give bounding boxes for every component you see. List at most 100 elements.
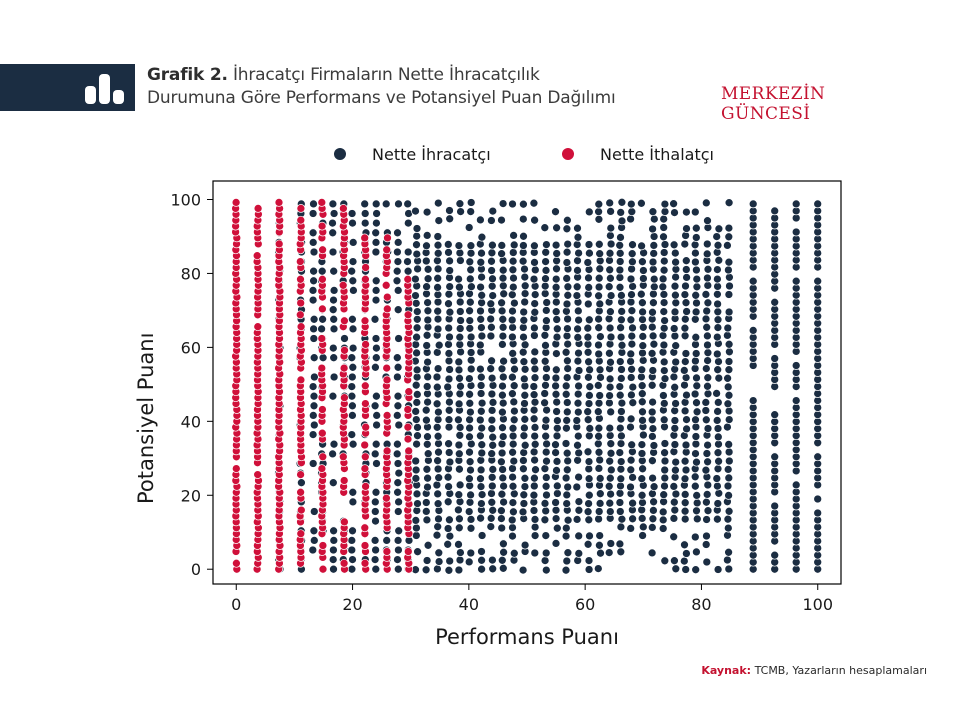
exporter-point — [371, 334, 381, 343]
exporter-point — [423, 449, 433, 459]
exporter-point — [445, 457, 455, 467]
exporter-point — [475, 415, 485, 425]
exporter-point — [647, 523, 657, 532]
exporter-point — [770, 354, 780, 363]
exporter-point — [659, 490, 669, 500]
exporter-point — [508, 523, 517, 532]
exporter-point — [348, 218, 357, 228]
exporter-point — [309, 401, 319, 411]
exporter-point — [488, 465, 498, 474]
exporter-point — [487, 497, 497, 507]
exporter-point — [466, 248, 476, 258]
exporter-point — [318, 353, 328, 363]
exporter-point — [713, 365, 723, 375]
exporter-point — [552, 423, 562, 433]
exporter-point — [393, 228, 402, 238]
exporter-point — [638, 307, 647, 317]
exporter-point — [573, 431, 583, 441]
exporter-point — [486, 331, 496, 341]
exporter-point — [649, 289, 658, 299]
exporter-point — [422, 464, 432, 474]
exporter-point — [714, 224, 724, 234]
exporter-point — [423, 298, 432, 307]
exporter-point — [551, 274, 561, 284]
importer-point — [361, 399, 370, 408]
exporter-point — [563, 482, 573, 492]
exporter-point — [488, 555, 497, 565]
exporter-point — [562, 398, 572, 407]
exporter-point — [465, 297, 475, 307]
exporter-point — [371, 276, 381, 286]
exporter-point — [648, 264, 658, 274]
exporter-point — [703, 331, 712, 341]
exporter-point — [540, 356, 550, 366]
exporter-point — [671, 357, 681, 367]
exporter-point — [617, 407, 626, 416]
exporter-point — [681, 256, 691, 266]
exporter-point — [466, 515, 476, 524]
exporter-point — [433, 248, 443, 258]
exporter-point — [627, 390, 636, 400]
exporter-point — [393, 507, 403, 516]
exporter-point — [541, 341, 550, 350]
importer-point — [318, 564, 328, 574]
exporter-point — [561, 523, 571, 533]
exporter-point — [723, 241, 732, 250]
exporter-point — [639, 274, 648, 283]
exporter-point — [626, 524, 636, 533]
exporter-point — [393, 362, 403, 372]
exporter-point — [530, 515, 540, 524]
exporter-point — [455, 282, 464, 292]
exporter-point — [403, 266, 413, 276]
exporter-point — [606, 239, 616, 249]
exporter-point — [465, 432, 474, 442]
exporter-point — [476, 364, 485, 374]
exporter-point — [347, 372, 357, 382]
exporter-point — [669, 199, 678, 209]
exporter-point — [413, 499, 422, 508]
exporter-point — [372, 343, 381, 353]
exporter-point — [529, 490, 539, 500]
exporter-point — [443, 524, 453, 533]
exporter-point — [519, 357, 529, 367]
exporter-point — [529, 198, 539, 208]
exporter-point — [370, 555, 380, 564]
exporter-point — [412, 249, 422, 259]
exporter-point — [627, 249, 637, 259]
exporter-point — [712, 349, 722, 359]
exporter-point — [466, 381, 476, 390]
exporter-point — [308, 411, 318, 420]
exporter-point — [615, 498, 625, 507]
exporter-point — [606, 307, 615, 317]
exporter-point — [617, 216, 627, 226]
exporter-point — [596, 332, 605, 341]
importer-point — [317, 464, 327, 473]
exporter-point — [660, 481, 669, 491]
exporter-point — [670, 556, 679, 566]
exporter-point — [584, 565, 594, 574]
exporter-point — [348, 362, 358, 372]
exporter-point — [605, 391, 614, 400]
exporter-point — [648, 397, 657, 407]
exporter-point — [466, 198, 476, 207]
exporter-point — [605, 456, 615, 466]
exporter-point — [360, 218, 370, 228]
exporter-point — [647, 415, 657, 425]
exporter-point — [701, 465, 711, 475]
importer-point — [382, 245, 392, 255]
exporter-point — [498, 281, 508, 291]
figure-title: Grafik 2. İhracatçı Firmaların Nette İhr… — [147, 64, 707, 110]
exporter-point — [584, 357, 593, 367]
exporter-point — [444, 415, 454, 425]
exporter-point — [724, 232, 734, 242]
exporter-point — [583, 332, 593, 342]
exporter-point — [659, 323, 669, 333]
exporter-point — [465, 447, 474, 457]
exporter-point — [308, 286, 318, 295]
importer-point — [360, 523, 370, 533]
exporter-point — [670, 208, 679, 217]
exporter-point — [411, 456, 421, 466]
exporter-point — [411, 415, 421, 424]
exporter-point — [583, 539, 593, 549]
exporter-point — [348, 276, 358, 286]
